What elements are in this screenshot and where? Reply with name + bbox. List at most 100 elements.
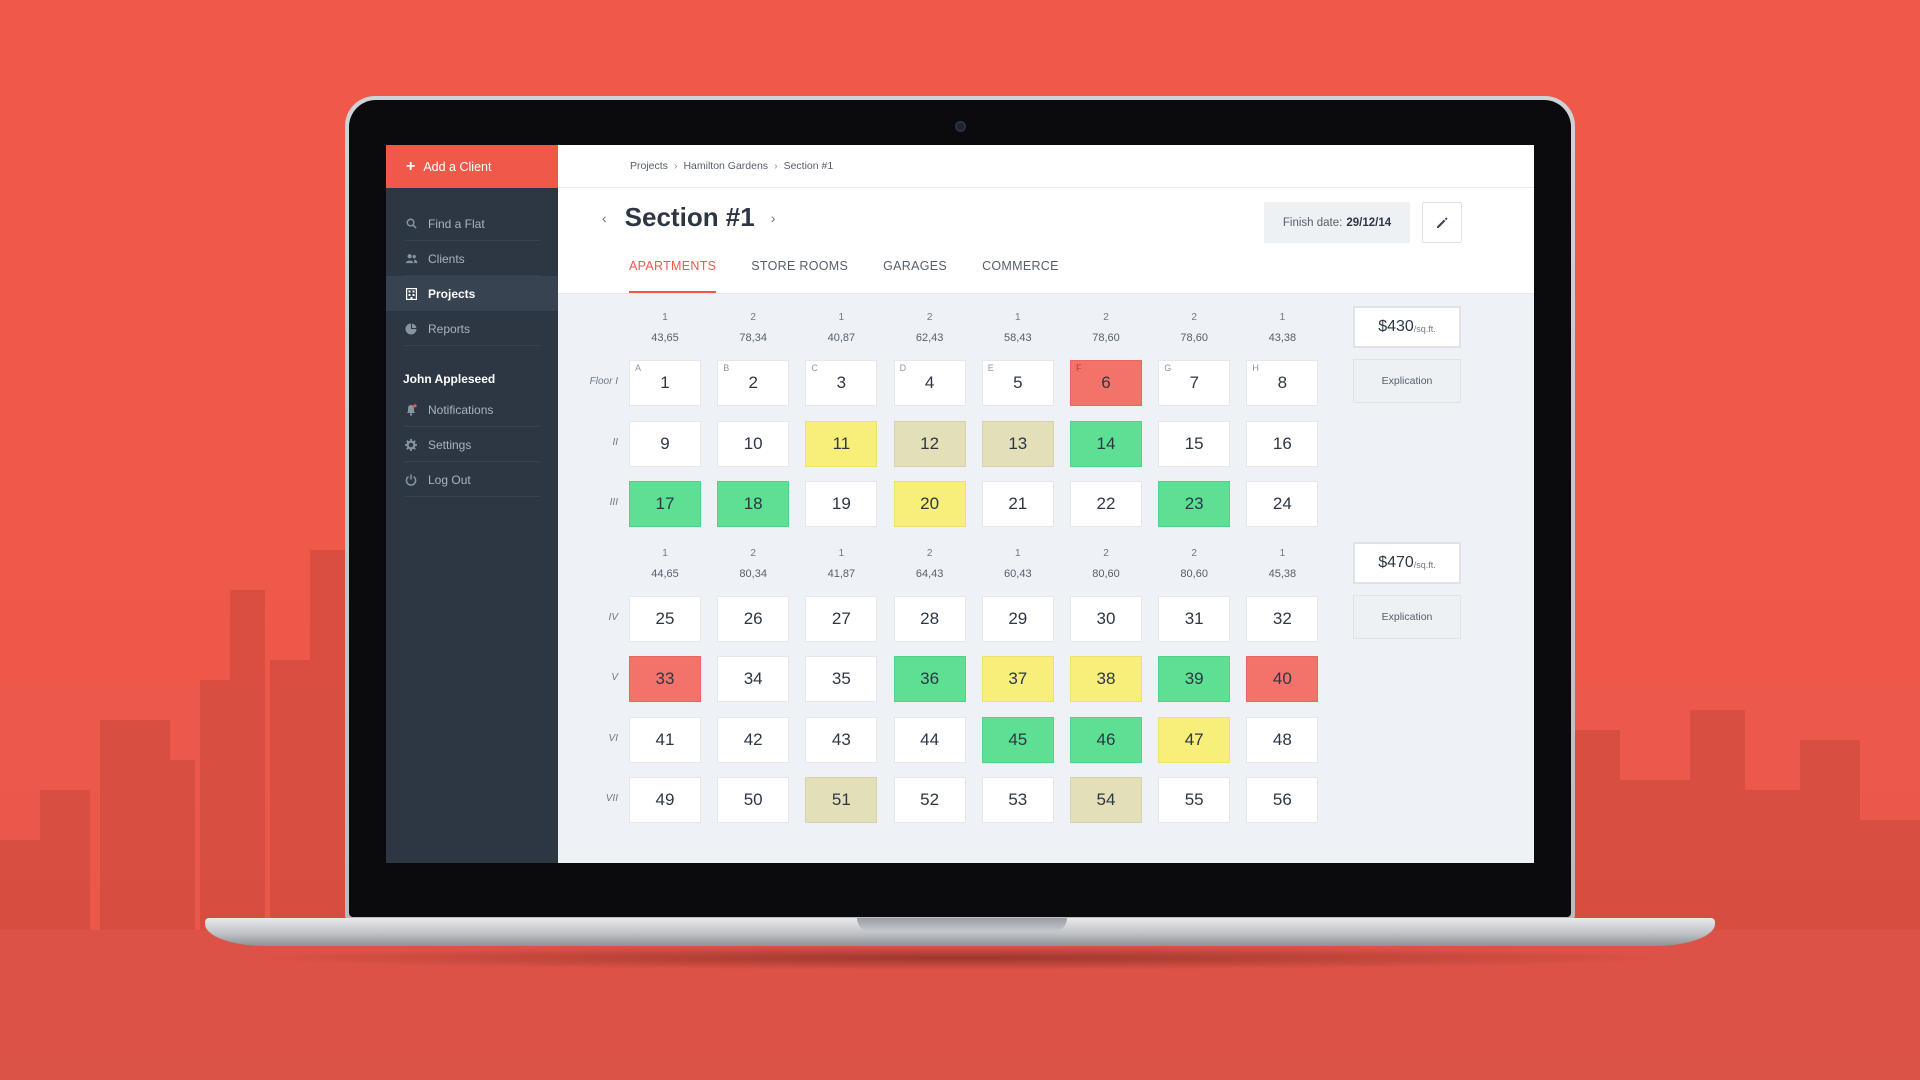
apartment-cell[interactable]: 16 — [1246, 420, 1319, 467]
breadcrumb-hamilton-gardens[interactable]: Hamilton Gardens — [683, 160, 769, 172]
apartment-number: 50 — [743, 790, 763, 809]
sidebar-item-log-out[interactable]: Log Out — [386, 462, 558, 497]
prev-section-icon[interactable]: ‹ — [602, 209, 607, 226]
apartment-cell[interactable]: 51 — [805, 777, 878, 823]
apartment-number: 27 — [831, 608, 851, 628]
apartment-letter: H — [1252, 363, 1259, 373]
sidebar-item-reports[interactable]: Reports — [386, 311, 558, 346]
apartment-cell[interactable]: 45 — [981, 716, 1054, 763]
add-client-button[interactable]: + Add a Client — [386, 145, 558, 188]
explication-button[interactable]: Explication — [1353, 594, 1461, 639]
apartment-cell[interactable]: 34 — [717, 656, 790, 702]
apartment-cell[interactable]: 56 — [1246, 777, 1319, 823]
apartment-cell[interactable]: 33 — [629, 656, 701, 702]
breadcrumb-projects[interactable]: Projects — [630, 160, 668, 172]
apartment-cell[interactable]: 36 — [893, 656, 966, 702]
floor-label: V — [611, 672, 618, 683]
apartment-cell[interactable]: 35 — [805, 656, 878, 702]
apartment-cell[interactable]: 53 — [981, 777, 1054, 823]
apartment-cell[interactable]: 44 — [893, 716, 966, 763]
room-count: 2 — [1103, 547, 1109, 559]
sidebar-item-notifications[interactable]: Notifications — [386, 392, 558, 427]
apartment-cell[interactable]: 11 — [805, 420, 878, 467]
apartment-cell[interactable]: 41 — [629, 716, 701, 763]
column-header: 2 62,43 — [894, 308, 966, 348]
apartment-number: 30 — [1096, 608, 1116, 628]
flat-area: 80,60 — [1180, 567, 1208, 580]
apartment-cell[interactable]: 21 — [981, 481, 1054, 527]
tab-garages[interactable]: GARAGES — [883, 259, 948, 273]
apartment-cell[interactable]: 46 — [1070, 716, 1142, 763]
sidebar-item-find-a-flat[interactable]: Find a Flat — [386, 206, 558, 241]
apartment-cell[interactable]: 39 — [1158, 656, 1231, 702]
apartment-cell[interactable]: 17 — [629, 481, 701, 527]
room-count: 2 — [1103, 312, 1109, 323]
apartment-cell[interactable]: 20 — [893, 481, 966, 527]
apartment-cell[interactable]: 25 — [629, 595, 701, 642]
apartment-letter: D — [899, 363, 907, 373]
apartment-letter: B — [723, 363, 730, 373]
apartment-cell[interactable]: 37 — [981, 656, 1054, 702]
sidebar-item-settings[interactable]: Settings — [386, 427, 558, 462]
apartment-cell[interactable]: 42 — [717, 716, 790, 763]
apartment-number: 6 — [1101, 373, 1111, 392]
apartment-cell[interactable]: 55 — [1158, 777, 1231, 823]
apartment-cell[interactable]: 26 — [717, 595, 790, 642]
apartment-cell[interactable]: 30 — [1070, 595, 1142, 642]
user-name: John Appleseed — [403, 372, 496, 386]
floor-label: II — [612, 436, 618, 448]
apartment-cell[interactable]: 49 — [629, 777, 701, 823]
apartment-number: 21 — [1008, 494, 1028, 513]
edit-button[interactable] — [1422, 202, 1462, 243]
tab-commerce[interactable]: COMMERCE — [982, 259, 1059, 273]
sidebar-item-clients[interactable]: Clients — [386, 241, 558, 276]
tab-store-rooms[interactable]: STORE ROOMS — [751, 259, 849, 273]
apartment-cell[interactable]: 9 — [629, 420, 701, 467]
breadcrumb-section[interactable]: Section #1 — [783, 160, 834, 172]
apartment-cell[interactable]: 23 — [1158, 481, 1231, 527]
apartment-cell[interactable]: 47 — [1158, 716, 1231, 763]
apartment-cell[interactable]: 29 — [981, 595, 1054, 642]
apartment-cell[interactable]: 54 — [1070, 777, 1142, 823]
apartment-cell[interactable]: 27 — [805, 595, 878, 642]
flat-area: 80,34 — [739, 567, 767, 580]
apartment-cell[interactable]: 43 — [805, 716, 878, 763]
apartment-cell[interactable]: 48 — [1246, 716, 1319, 763]
explication-button[interactable]: Explication — [1353, 359, 1461, 403]
apartment-cell[interactable]: 10 — [717, 420, 790, 467]
apartment-cell[interactable]: 22 — [1070, 481, 1142, 527]
room-count: 2 — [1191, 547, 1197, 559]
apartment-cell[interactable]: 32 — [1246, 595, 1319, 642]
apartment-cell[interactable]: 19 — [805, 481, 878, 527]
sidebar-item-label: Clients — [428, 251, 465, 266]
apartment-cell[interactable]: 14 — [1070, 420, 1142, 467]
apartment-letter: G — [1164, 363, 1172, 373]
apartment-cell[interactable]: 15 — [1158, 420, 1231, 467]
apartment-cell[interactable]: 31 — [1158, 595, 1231, 642]
tab-apartments[interactable]: APARTMENTS — [629, 257, 717, 293]
apartment-cell[interactable]: 40 — [1246, 656, 1319, 702]
flat-area: 44,65 — [651, 567, 679, 580]
apartment-cell[interactable]: 24 — [1246, 481, 1319, 527]
apartment-cell[interactable]: 12 — [893, 420, 966, 467]
apartment-cell[interactable]: 52 — [893, 777, 966, 823]
apartment-number: 12 — [920, 433, 940, 453]
apartment-number: 1 — [660, 373, 670, 392]
apartment-cell[interactable]: 28 — [893, 595, 966, 642]
apartment-cell[interactable]: 13 — [981, 420, 1054, 467]
next-section-icon[interactable]: › — [770, 209, 776, 226]
apartment-number: 3 — [836, 373, 847, 392]
column-header: 2 64,43 — [894, 544, 966, 584]
sidebar-item-projects[interactable]: Projects — [386, 276, 558, 311]
apartment-cell[interactable]: 50 — [717, 777, 790, 823]
apartment-cell[interactable]: 18 — [717, 481, 790, 527]
apartment-cell[interactable]: 38 — [1070, 656, 1142, 702]
